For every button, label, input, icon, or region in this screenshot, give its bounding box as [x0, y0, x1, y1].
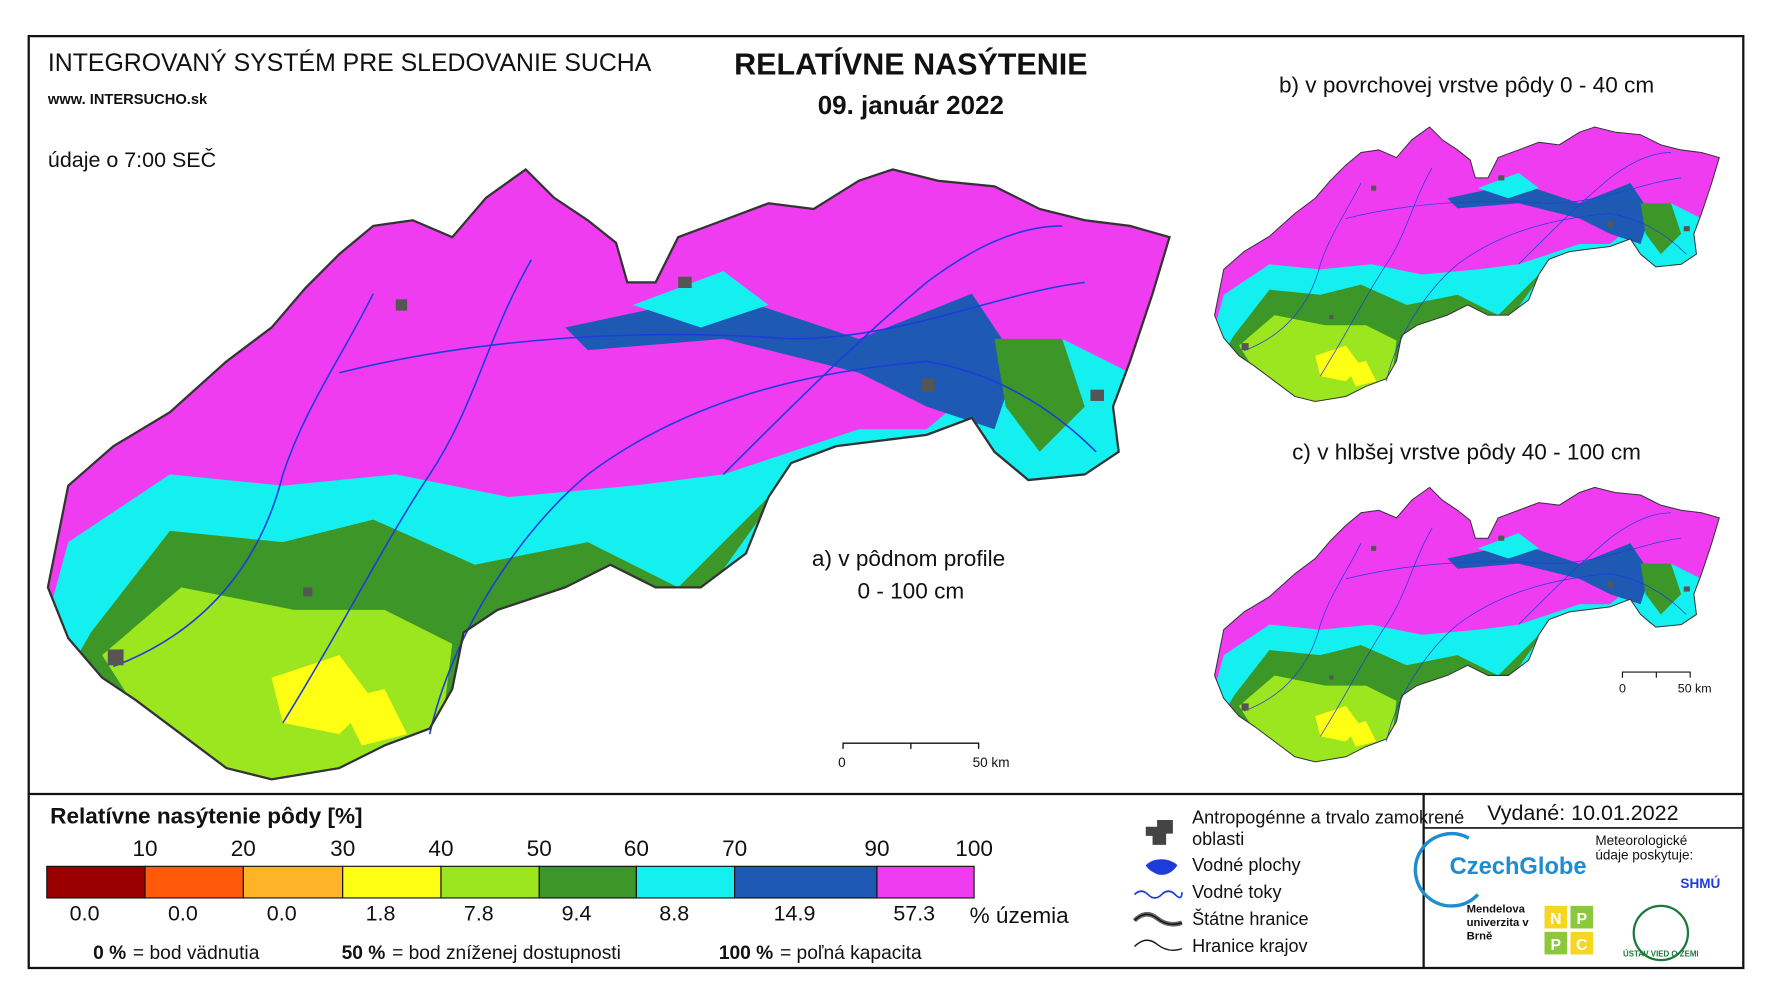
- legend-tick-label: 10: [132, 836, 157, 861]
- legend-tick-label: 40: [428, 836, 453, 861]
- legend-title: Relatívne nasýtenie pôdy [%]: [50, 803, 362, 828]
- map-c-label: c) v hlbšej vrstve pôdy 40 - 100 cm: [1292, 440, 1641, 465]
- legend-class: [635, 865, 736, 899]
- legend-note: 100 % = poľná kapacita: [719, 943, 922, 964]
- class-share: 0.0: [267, 902, 297, 926]
- scale-zero: 0: [838, 755, 846, 770]
- legend-bar: 0.0 0.0 0.0 1.8 7.8 9.4 8.8 14.9 57.3 10 20 30 40 50 6…: [46, 836, 993, 926]
- legend-class: [144, 865, 244, 899]
- symbol-label: Vodné plochy: [1192, 855, 1300, 875]
- legend-notes: 0 % = bod vädnutia 50 % = bod zníženej dost…: [93, 943, 922, 964]
- legend-note: 50 % = bod zníženej dostupnosti: [342, 943, 621, 964]
- uvz-logo: ÚSTAV VIED O ZEMI: [1623, 950, 1699, 959]
- scale-end: 50 km: [973, 755, 1010, 770]
- legend-tick-label: 60: [624, 836, 649, 861]
- meteo-note-box: Meteorologické údaje poskytuje:: [1595, 833, 1694, 863]
- symbol-legend: [1132, 820, 1183, 951]
- class-share: 8.8: [659, 902, 689, 926]
- legend-tick-label: 50: [527, 836, 552, 861]
- legend-class: [538, 865, 637, 899]
- note-term: 50 %: [342, 943, 386, 964]
- time-note: údaje o 7:00 SEČ: [48, 147, 216, 172]
- legend-class: [46, 865, 146, 899]
- scale-end: 50 km: [1678, 681, 1712, 695]
- legend-tick-label: 90: [864, 836, 889, 861]
- map-b-label: b) v povrchovej vrstve pôdy 0 - 40 cm: [1279, 73, 1654, 98]
- issued-date: Vydané: 10.01.2022: [1487, 801, 1678, 825]
- website: www. INTERSUCHO.sk: [47, 92, 208, 108]
- note-term: 0 %: [93, 943, 126, 964]
- note-term: 100 %: [719, 943, 773, 964]
- class-share: 14.9: [774, 902, 816, 926]
- symbol-label: Hranice krajov: [1192, 936, 1307, 956]
- map-a-depth: 0 - 100 cm: [858, 579, 965, 604]
- note-meaning: = bod zníženej dostupnosti: [392, 943, 621, 964]
- legend-tick-label: 70: [722, 836, 747, 861]
- mendelu-box: Mendelova univerzita v Brně: [1466, 903, 1529, 944]
- czechglobe-logo: CzechGlobe: [1450, 854, 1587, 880]
- scale-zero: 0: [1619, 681, 1626, 695]
- class-share: 7.8: [464, 902, 494, 926]
- note-meaning: = poľná kapacita: [780, 943, 922, 964]
- symbol-label: Antropogénne a trvalo zamokrené oblasti: [1192, 807, 1464, 848]
- class-share: 0.0: [70, 902, 100, 926]
- symbol-label: Vodné toky: [1192, 882, 1281, 902]
- system-title: INTEGROVANÝ SYSTÉM PRE SLEDOVANIE SUCHA: [48, 50, 652, 77]
- class-share: 0.0: [168, 902, 198, 926]
- legend-tick-label: 30: [330, 836, 355, 861]
- symbol-label: Štátne hranice: [1192, 908, 1308, 929]
- legend-class: [242, 865, 344, 899]
- mendelu-logo: Mendelova univerzita v Brně: [1466, 903, 1529, 944]
- note-meaning: = bod vädnutia: [133, 943, 260, 964]
- legend-tick-label: 20: [231, 836, 256, 861]
- meteo-note: Meteorologické údaje poskytuje:: [1595, 833, 1694, 863]
- map-a-label: a) v pôdnom profile: [812, 546, 1005, 571]
- legend-note: 0 % = bod vädnutia: [93, 943, 260, 964]
- class-share: 1.8: [366, 902, 396, 926]
- legend-class: [342, 865, 442, 899]
- class-share: 57.3: [893, 902, 935, 926]
- nppc-logo: [1544, 905, 1594, 955]
- legend-class: [734, 865, 878, 899]
- share-unit: % územia: [970, 903, 1070, 928]
- class-share: 9.4: [562, 902, 592, 926]
- shmu-logo: SHMÚ: [1680, 876, 1720, 891]
- legend-tick-label: 100: [955, 836, 993, 861]
- legend-class: [440, 865, 540, 899]
- date: 09. január 2022: [818, 90, 1004, 120]
- legend-class: [876, 865, 975, 899]
- main-title: RELATÍVNE NASÝTENIE: [734, 47, 1087, 82]
